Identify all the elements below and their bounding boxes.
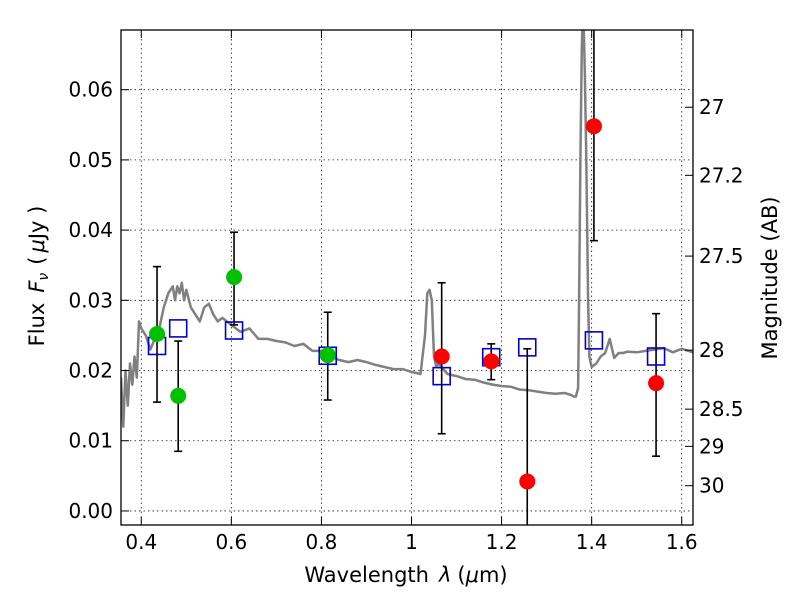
data-point xyxy=(226,269,243,286)
x-tick-label: 0.8 xyxy=(306,530,338,554)
plot-frame xyxy=(120,29,694,526)
model-square xyxy=(224,321,244,340)
y-tick-label: 0.02 xyxy=(68,359,113,383)
x-axis-label: Wavelength λ (μm) xyxy=(304,563,507,587)
x-tick-label: 1.4 xyxy=(576,530,608,554)
y-tick-label: 0.05 xyxy=(68,148,113,172)
model-square xyxy=(432,366,451,386)
model-square xyxy=(517,338,537,357)
y2-tick-label: 27.2 xyxy=(699,163,744,187)
y2-tick-label: 28 xyxy=(699,338,724,362)
data-point xyxy=(519,473,536,490)
y2-tick-label: 27.5 xyxy=(699,244,744,268)
data-point xyxy=(648,375,665,392)
model-square xyxy=(168,319,188,338)
template-spectrum xyxy=(121,30,693,428)
model-square xyxy=(584,331,604,350)
x-tick-label: 0.6 xyxy=(215,530,247,554)
y-axis-label: FluxFν(μJy ) xyxy=(25,206,52,347)
y-tick-label: 0.03 xyxy=(68,288,113,312)
y-axis-ticks: 0.00 0.01 0.02 0.03 0.04 0.05 0.06 xyxy=(68,78,129,523)
x-tick-label: 1.6 xyxy=(666,530,698,554)
y2-tick-label: 30 xyxy=(699,474,724,498)
y2-tick-label: 27 xyxy=(699,95,724,119)
y2-axis-label: Magnitude (AB) xyxy=(758,196,782,359)
y-tick-label: 0.04 xyxy=(68,218,113,242)
data-point xyxy=(585,118,602,135)
data-point xyxy=(170,387,187,404)
data-point xyxy=(433,348,450,365)
model-squares xyxy=(147,319,666,386)
y2-tick-label: 29 xyxy=(699,434,724,458)
x-tick-label: 1 xyxy=(405,530,418,554)
y-tick-label: 0.06 xyxy=(68,78,113,102)
x-tick-label: 0.4 xyxy=(125,530,157,554)
grid-lines xyxy=(121,30,693,525)
data-point xyxy=(483,353,500,370)
y-tick-label: 0.00 xyxy=(68,499,113,523)
data-points xyxy=(149,118,665,490)
y-tick-label: 0.01 xyxy=(68,429,113,453)
y2-axis-ticks: 27 27.2 27.5 28 28.5 29 30 xyxy=(685,95,744,498)
template-spectrum-line xyxy=(121,30,693,428)
model-square xyxy=(646,347,666,366)
data-point xyxy=(319,347,336,364)
data-point xyxy=(149,326,166,343)
y2-tick-label: 28.5 xyxy=(699,397,744,421)
x-axis-ticks: 0.4 0.6 0.8 1 1.2 1.4 1.6 xyxy=(125,30,698,554)
x-tick-label: 1.2 xyxy=(486,530,518,554)
